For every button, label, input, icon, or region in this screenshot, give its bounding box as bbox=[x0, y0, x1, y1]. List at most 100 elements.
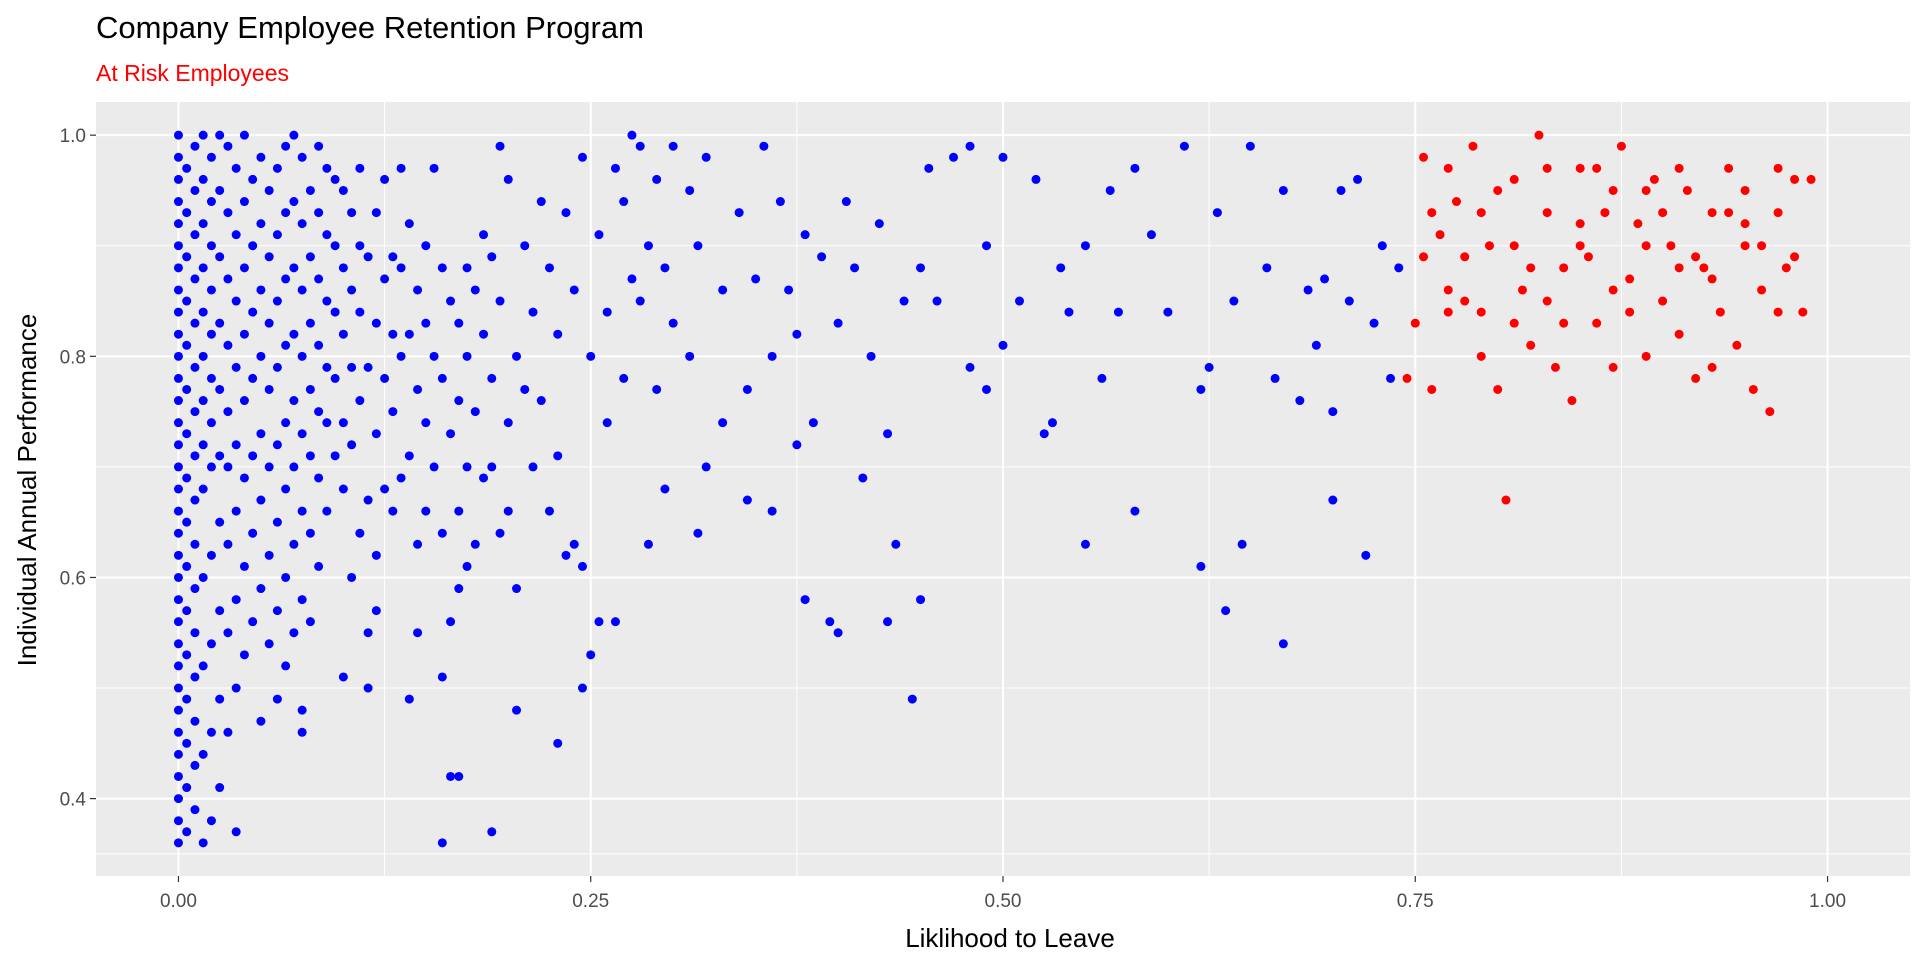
data-point bbox=[718, 285, 728, 295]
data-point bbox=[569, 539, 579, 549]
data-point bbox=[1402, 373, 1412, 383]
data-point bbox=[1303, 285, 1313, 295]
data-point bbox=[1658, 296, 1668, 306]
data-point bbox=[239, 396, 249, 406]
data-point bbox=[173, 285, 183, 295]
data-point bbox=[1369, 318, 1379, 328]
data-point bbox=[1237, 539, 1247, 549]
data-point bbox=[190, 672, 200, 682]
data-point bbox=[503, 174, 513, 184]
data-point bbox=[693, 241, 703, 251]
data-point bbox=[1608, 362, 1618, 372]
data-point bbox=[1542, 296, 1552, 306]
data-point bbox=[1501, 495, 1511, 505]
data-point bbox=[239, 329, 249, 339]
data-point bbox=[182, 650, 192, 660]
data-point bbox=[281, 572, 291, 582]
data-point bbox=[190, 584, 200, 594]
data-point bbox=[1773, 208, 1783, 218]
data-points bbox=[173, 130, 1816, 848]
data-point bbox=[462, 462, 472, 472]
data-point bbox=[264, 252, 274, 262]
data-point bbox=[1278, 639, 1288, 649]
data-point bbox=[297, 152, 307, 162]
data-point bbox=[1344, 296, 1354, 306]
data-point bbox=[396, 163, 406, 173]
data-point bbox=[272, 163, 282, 173]
data-point bbox=[1575, 241, 1585, 251]
data-point bbox=[1691, 252, 1701, 262]
data-point bbox=[652, 384, 662, 394]
data-point bbox=[173, 661, 183, 671]
data-point bbox=[1674, 263, 1684, 273]
data-point bbox=[1575, 219, 1585, 229]
data-point bbox=[454, 318, 464, 328]
data-point bbox=[1452, 197, 1461, 207]
data-point bbox=[305, 384, 315, 394]
data-point bbox=[173, 351, 183, 361]
data-point bbox=[553, 329, 563, 339]
data-point bbox=[231, 163, 241, 173]
data-point bbox=[173, 396, 183, 406]
data-point bbox=[503, 506, 513, 516]
data-point bbox=[1320, 274, 1330, 284]
data-point bbox=[198, 484, 208, 494]
data-point bbox=[718, 418, 728, 428]
data-point bbox=[1113, 307, 1123, 317]
data-point bbox=[190, 318, 200, 328]
data-point bbox=[1773, 307, 1783, 317]
data-point bbox=[495, 528, 505, 538]
data-point bbox=[264, 318, 274, 328]
data-point bbox=[314, 208, 324, 218]
data-point bbox=[1080, 241, 1090, 251]
data-point bbox=[1328, 407, 1338, 417]
data-point bbox=[256, 429, 266, 439]
data-point bbox=[1179, 141, 1189, 151]
data-point bbox=[215, 252, 225, 262]
data-point bbox=[248, 528, 258, 538]
data-point bbox=[363, 683, 373, 693]
data-point bbox=[437, 263, 447, 273]
data-point bbox=[1583, 252, 1593, 262]
data-point bbox=[1443, 163, 1453, 173]
data-point bbox=[652, 174, 662, 184]
data-point bbox=[314, 561, 324, 571]
data-point bbox=[1649, 174, 1659, 184]
data-point bbox=[322, 362, 332, 372]
data-point bbox=[462, 263, 472, 273]
data-point bbox=[627, 274, 637, 284]
data-point bbox=[297, 595, 307, 605]
data-point bbox=[173, 794, 183, 804]
data-point bbox=[198, 661, 208, 671]
y-tick-label: 0.8 bbox=[60, 347, 86, 368]
data-point bbox=[388, 407, 398, 417]
data-point bbox=[173, 617, 183, 627]
data-point bbox=[470, 539, 480, 549]
data-point bbox=[487, 462, 497, 472]
data-point bbox=[182, 827, 192, 837]
data-point bbox=[1526, 263, 1536, 273]
data-point bbox=[1732, 340, 1742, 350]
data-point bbox=[462, 351, 472, 361]
data-point bbox=[1311, 340, 1321, 350]
data-point bbox=[792, 440, 802, 450]
data-point bbox=[281, 141, 291, 151]
data-point bbox=[223, 628, 233, 638]
data-point bbox=[874, 219, 884, 229]
data-point bbox=[1196, 561, 1206, 571]
data-point bbox=[1410, 318, 1420, 328]
data-point bbox=[190, 760, 200, 770]
data-point bbox=[289, 396, 299, 406]
data-point bbox=[256, 495, 266, 505]
data-point bbox=[1790, 252, 1800, 262]
data-point bbox=[841, 197, 851, 207]
data-point bbox=[1740, 241, 1750, 251]
data-point bbox=[256, 285, 266, 295]
data-point bbox=[1221, 606, 1231, 616]
data-point bbox=[173, 705, 183, 715]
data-point bbox=[1328, 495, 1338, 505]
data-point bbox=[388, 506, 398, 516]
data-point bbox=[338, 418, 348, 428]
data-point bbox=[289, 263, 299, 273]
data-point bbox=[487, 373, 497, 383]
